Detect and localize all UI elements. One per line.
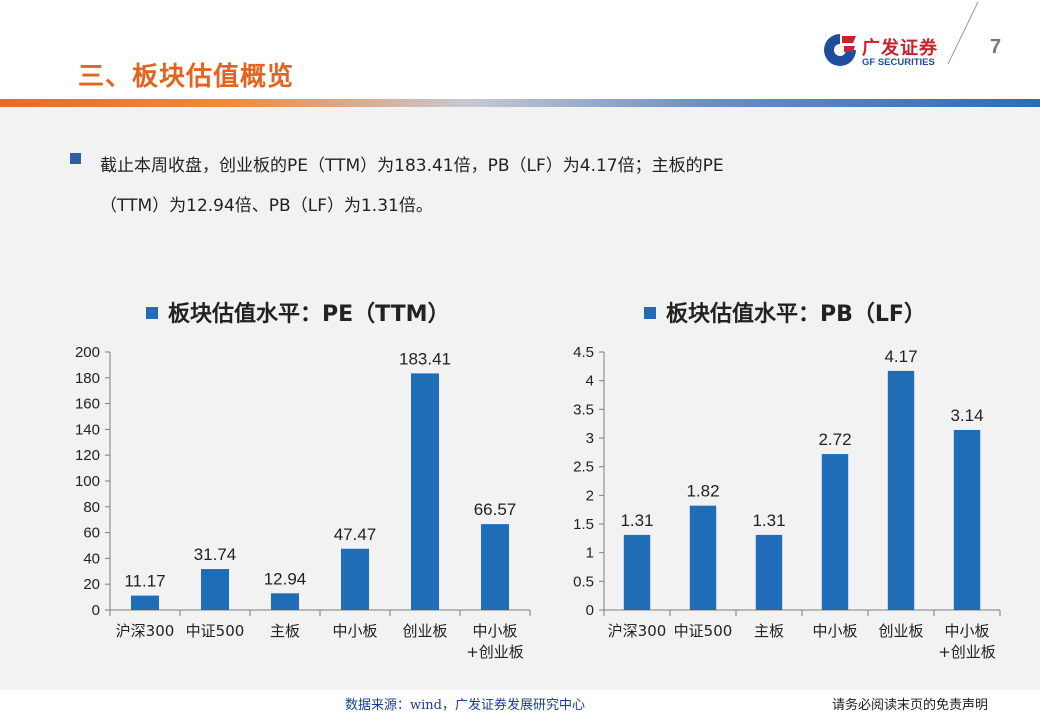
- data-label: 183.41: [399, 349, 451, 368]
- y-tick-label: 40: [83, 550, 100, 567]
- x-tick-label: 沪深300: [608, 622, 667, 640]
- page-number: 7: [990, 36, 1001, 59]
- y-tick-label: 0: [92, 602, 100, 619]
- chart-title-pb: 板块估值水平：PB（LF）: [644, 296, 926, 328]
- data-label: 11.17: [124, 572, 165, 591]
- x-tick-label: 中证500: [674, 622, 733, 640]
- y-tick-label: 120: [75, 447, 100, 464]
- logo-english-text: GF SECURITIES: [862, 57, 935, 68]
- legend-square-icon: [146, 307, 158, 319]
- pb-bar-chart: 0 0.5 1 1.5 2 2.5 3 3.5 4 4.5 1.31 沪深300 1.82 中证500 1.…: [560, 340, 1020, 670]
- data-label: 31.74: [194, 545, 237, 564]
- data-label: 47.47: [334, 525, 377, 544]
- data-label: 4.17: [884, 347, 917, 366]
- x-tick-label: 沪深300: [116, 622, 175, 640]
- bar: [201, 569, 229, 610]
- bar: [888, 371, 914, 610]
- x-tick-label: 创业板: [878, 622, 923, 640]
- y-tick-label: 160: [75, 396, 100, 413]
- y-tick-label: 2.5: [573, 459, 594, 476]
- y-tick-label: 60: [83, 525, 100, 542]
- x-tick-label: 中小板: [332, 622, 377, 640]
- y-tick-label: 3: [586, 430, 594, 447]
- data-label: 66.57: [474, 500, 517, 519]
- data-label: 3.14: [950, 406, 983, 425]
- y-tick-label: 0: [586, 602, 594, 619]
- x-tick-label: 中证500: [186, 622, 245, 640]
- x-tick-label: 中小板: [472, 622, 517, 640]
- summary-line-2: （TTM）为12.94倍、PB（LF）为1.31倍。: [100, 186, 920, 226]
- y-tick-label: 3.5: [573, 401, 594, 418]
- legend-square-icon: [644, 307, 656, 319]
- y-tick-label: 200: [75, 344, 100, 361]
- x-tick-label: 主板: [270, 622, 300, 640]
- bar: [822, 454, 848, 610]
- bar: [954, 430, 980, 610]
- data-label: 1.31: [620, 511, 653, 530]
- data-label: 12.94: [264, 569, 307, 588]
- y-tick-label: 140: [75, 421, 100, 438]
- bar: [624, 535, 650, 610]
- y-tick-label: 80: [83, 499, 100, 516]
- bar: [481, 524, 509, 610]
- y-tick-label: 180: [75, 370, 100, 387]
- summary-bullet: 截止本周收盘，创业板的PE（TTM）为183.41倍，PB（LF）为4.17倍；…: [100, 146, 920, 226]
- disclaimer-note: 请务必阅读末页的免责声明: [832, 694, 988, 713]
- bar: [131, 596, 159, 610]
- bullet-square-icon: [70, 153, 81, 164]
- page-title: 三、板块估值概览: [78, 56, 294, 93]
- header: 三、板块估值概览 广发证券 GF SECURITIES 7: [0, 0, 1040, 100]
- y-tick-label: 4: [586, 373, 594, 390]
- bar: [341, 549, 369, 610]
- gf-securities-logo: 广发证券 GF SECURITIES: [820, 30, 950, 72]
- bar: [690, 506, 716, 610]
- y-tick-label: 1.5: [573, 516, 594, 533]
- data-label: 2.72: [818, 430, 851, 449]
- x-tick-label: 创业板: [402, 622, 447, 640]
- chart-title-pe: 板块估值水平：PE（TTM）: [146, 296, 450, 328]
- x-tick-label: 主板: [754, 622, 784, 640]
- x-tick-label: 中小板: [944, 622, 989, 640]
- y-tick-label: 2: [586, 487, 594, 504]
- data-label: 1.82: [686, 482, 719, 501]
- y-tick-label: 4.5: [573, 344, 594, 361]
- bar: [271, 593, 299, 610]
- pe-bar-chart: 0 20 40 60 80 100 120 140 160 180 200 11.17 沪深300 31.…: [60, 340, 540, 670]
- summary-line-1: 截止本周收盘，创业板的PE（TTM）为183.41倍，PB（LF）为4.17倍；…: [100, 146, 920, 186]
- y-tick-label: 100: [75, 473, 100, 490]
- bar: [756, 535, 782, 610]
- data-label: 1.31: [752, 511, 785, 530]
- y-tick-label: 0.5: [573, 573, 594, 590]
- x-tick-label: 中小板: [812, 622, 857, 640]
- header-slash-divider: [944, 0, 984, 80]
- y-tick-label: 20: [83, 576, 100, 593]
- x-tick-label: +创业板: [938, 643, 996, 661]
- bar: [411, 373, 439, 610]
- data-source-note: 数据来源：wind，广发证券发展研究中心: [345, 694, 585, 713]
- header-color-band: [0, 99, 1040, 107]
- y-tick-label: 1: [586, 545, 594, 562]
- chart-title-pe-text: 板块估值水平：PE（TTM）: [168, 302, 450, 327]
- gf-securities-logo-icon: [820, 30, 860, 70]
- x-tick-label: +创业板: [466, 643, 524, 661]
- chart-title-pb-text: 板块估值水平：PB（LF）: [666, 302, 926, 327]
